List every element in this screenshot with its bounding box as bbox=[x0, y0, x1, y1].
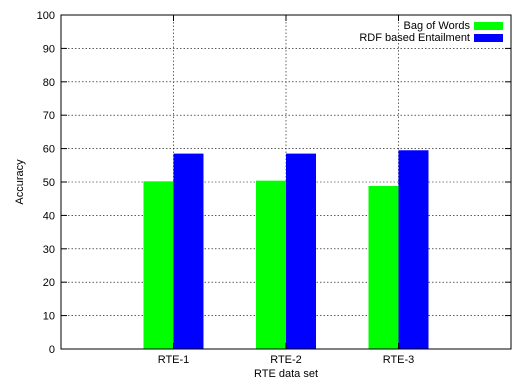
y-axis-label: Accuracy bbox=[14, 159, 26, 205]
bar-rte-2-series-1 bbox=[256, 180, 286, 349]
bar-rte-2-series-2 bbox=[286, 153, 316, 349]
x-axis-label: RTE data set bbox=[254, 368, 318, 380]
x-tick-label: RTE-3 bbox=[383, 354, 415, 366]
y-tick-label: 50 bbox=[43, 177, 55, 189]
y-tick-label: 40 bbox=[43, 210, 55, 222]
x-tick-label: RTE-1 bbox=[158, 354, 190, 366]
legend-label: Bag of Words bbox=[404, 20, 471, 32]
y-tick-label: 100 bbox=[37, 10, 55, 22]
y-tick-label: 90 bbox=[43, 43, 55, 55]
y-tick-label: 10 bbox=[43, 311, 55, 323]
bar-rte-1-series-1 bbox=[143, 181, 174, 349]
legend-label: RDF based Entailment bbox=[359, 32, 470, 44]
y-tick-label: 20 bbox=[43, 277, 55, 289]
bar-rte-1-series-2 bbox=[173, 153, 204, 349]
bar-rte-3-series-2 bbox=[398, 150, 429, 349]
y-tick-label: 60 bbox=[43, 144, 55, 156]
y-tick-label: 0 bbox=[49, 344, 55, 356]
bar-rte-3-series-1 bbox=[368, 186, 399, 349]
axis-ticks: 0 10 20 30 40 50 60 70 80 90 100 RTE-1 RTE-2 RTE-3 bbox=[37, 10, 511, 366]
y-tick-label: 30 bbox=[43, 244, 55, 256]
bars bbox=[143, 150, 429, 349]
legend-swatch bbox=[474, 34, 503, 42]
y-tick-label: 70 bbox=[43, 110, 55, 122]
x-tick-label: RTE-2 bbox=[270, 354, 302, 366]
y-tick-label: 80 bbox=[43, 77, 55, 89]
legend-swatch bbox=[474, 22, 503, 30]
